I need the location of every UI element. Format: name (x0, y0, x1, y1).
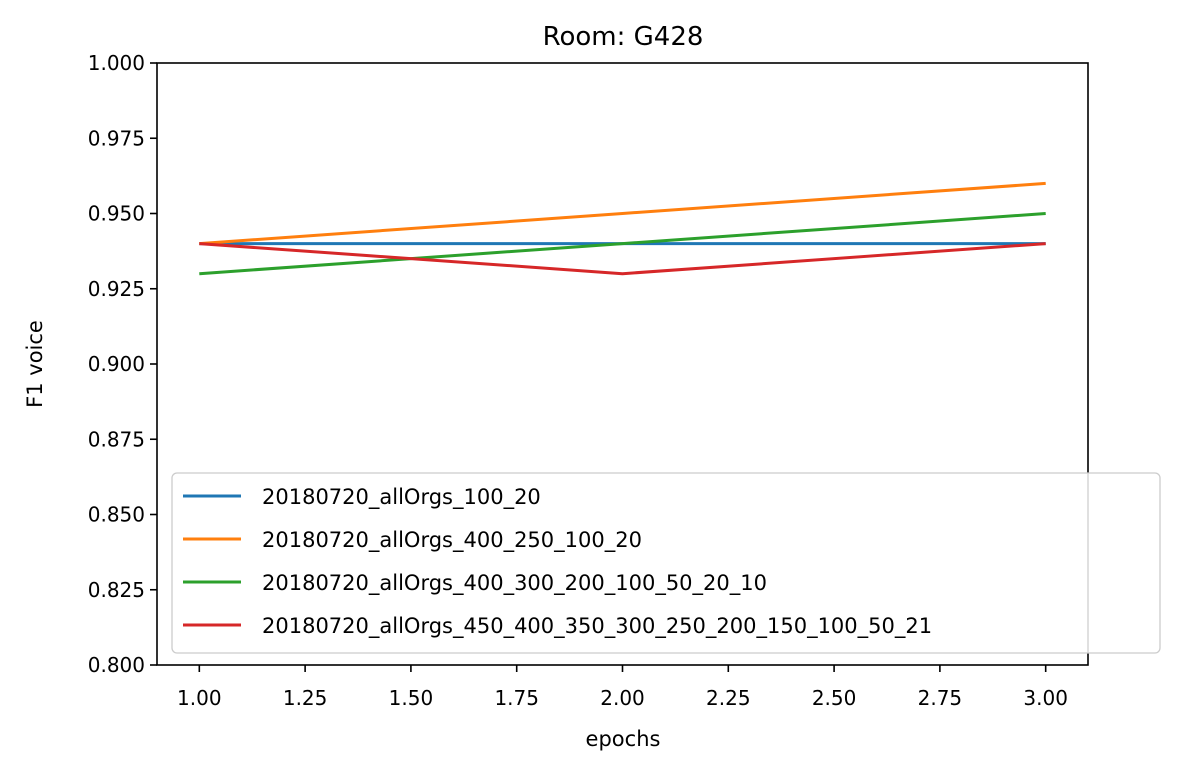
x-tick-label: 2.25 (706, 686, 751, 710)
x-axis-ticks: 1.00 1.25 1.50 1.75 2.00 2.25 2.50 2.75 3.00 (177, 665, 1068, 710)
chart-title: Room: G428 (543, 22, 704, 52)
x-tick-label: 3.00 (1023, 686, 1068, 710)
x-tick-label: 1.00 (177, 686, 222, 710)
x-axis-label: epochs (586, 727, 661, 751)
y-tick-label: 0.900 (88, 352, 145, 376)
y-tick-label: 0.950 (88, 202, 145, 226)
y-tick-label: 1.000 (88, 51, 145, 75)
legend-box (171, 472, 1161, 654)
x-tick-label: 1.25 (283, 686, 328, 710)
y-axis-label: F1 voice (23, 320, 47, 408)
y-tick-label: 0.975 (88, 126, 145, 150)
y-tick-label: 0.850 (88, 503, 145, 527)
y-tick-label: 0.875 (88, 427, 145, 451)
x-tick-label: 2.00 (600, 686, 645, 710)
x-tick-label: 2.50 (812, 686, 857, 710)
y-tick-label: 0.825 (88, 578, 145, 602)
x-tick-label: 1.75 (494, 686, 539, 710)
series-lines (199, 181, 1046, 276)
y-tick-label: 0.925 (88, 277, 145, 301)
legend-label-4: 20180720_allOrgs_450_400_350_300_250_200… (262, 614, 932, 639)
legend-label-3: 20180720_allOrgs_400_300_200_100_50_20_1… (262, 571, 767, 596)
series-line-4 (199, 242, 1046, 276)
legend: 20180720_allOrgs_100_20 20180720_allOrgs_… (171, 472, 1161, 654)
x-tick-label: 2.75 (918, 686, 963, 710)
legend-label-2: 20180720_allOrgs_400_250_100_20 (262, 528, 642, 553)
y-axis-ticks: 0.800 0.825 0.850 0.875 0.900 0.925 0.950 0.975… (88, 51, 157, 677)
series-line-2 (199, 181, 1046, 246)
y-tick-label: 0.800 (88, 653, 145, 677)
legend-label-1: 20180720_allOrgs_100_20 (262, 485, 541, 510)
x-tick-label: 1.50 (389, 686, 434, 710)
series-line-3 (199, 212, 1046, 276)
